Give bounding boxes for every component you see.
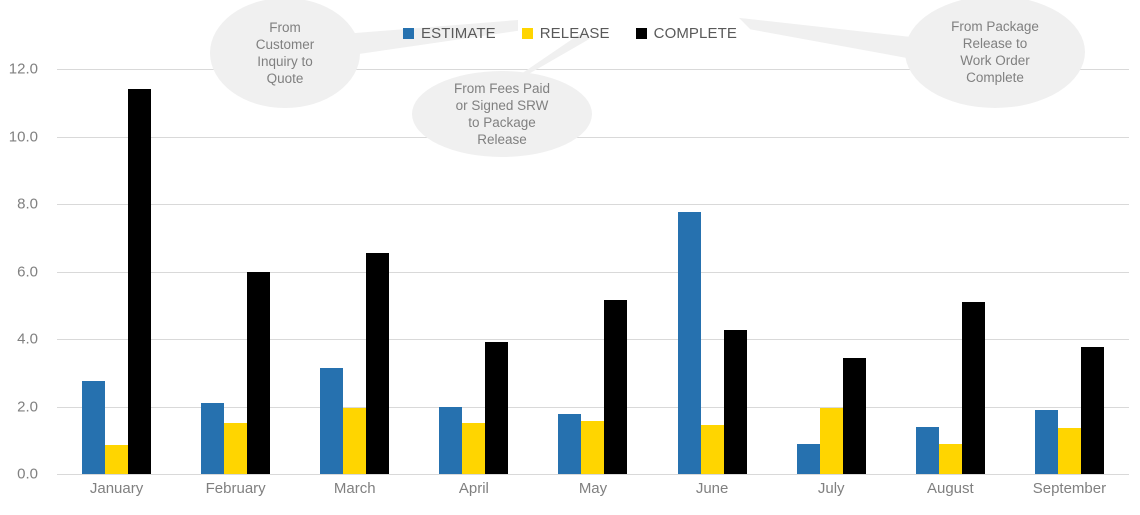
y-axis-label: 2.0 [17,398,38,415]
legend-swatch-release [521,28,533,39]
bar-release[interactable] [819,408,843,474]
legend-label-complete: COMPLETE [653,25,737,42]
bar-group: February [176,69,295,497]
gridline [57,271,1129,273]
bar-group: September [1010,69,1129,497]
gridline [57,204,1129,205]
gridline [57,339,1129,340]
x-axis-label: June [695,480,729,497]
bar-group: August [891,69,1010,497]
bar-estimate[interactable] [677,212,701,474]
legend-label-release: RELEASE [539,25,610,42]
bar-estimate[interactable] [915,426,939,474]
bar-group: July [772,69,891,497]
callout-estimate-text: From Customer Inquiry to Quote [255,20,315,86]
gridline [57,136,1129,138]
bar-release[interactable] [700,425,724,474]
legend-label-estimate: ESTIMATE [421,25,496,42]
chart-legend: ESTIMATE RELEASE COMPLETE [0,25,1140,42]
y-axis-label: 0.0 [17,465,38,483]
legend-item-release[interactable]: RELEASE [521,25,610,42]
y-axis-label: 4.0 [17,330,38,348]
gridline [57,406,1129,408]
callout-estimate-bubble: From Customer Inquiry to Quote [210,0,360,108]
bar-complete[interactable] [485,341,509,474]
legend-swatch-estimate [403,28,415,39]
bar-complete[interactable] [961,301,985,474]
bar-estimate[interactable] [82,381,106,474]
x-axis-label: April [458,480,489,497]
callout-estimate: From Customer Inquiry to Quote [210,0,530,113]
bar-estimate[interactable] [320,367,344,474]
x-axis-label: September [1032,480,1107,497]
bar-complete[interactable] [247,271,271,474]
bar-group: April [414,69,533,497]
legend-item-estimate[interactable]: ESTIMATE [403,25,496,42]
bar-release[interactable] [581,420,605,474]
x-axis-label: January [89,480,144,497]
legend-swatch-complete [635,28,647,39]
bar-complete[interactable] [366,252,390,474]
gridline [57,474,1129,475]
bar-release[interactable] [1057,428,1081,474]
callout-release-text: From Fees Paid or Signed SRW to Package … [453,81,551,147]
bar-release[interactable] [343,408,367,474]
bar-complete[interactable] [604,300,628,474]
callout-release: From Fees Paid or Signed SRW to Package … [412,20,652,157]
bar-estimate[interactable] [796,443,820,474]
bar-complete[interactable] [842,357,866,474]
gridline [57,69,1129,70]
bar-release[interactable] [938,443,962,474]
callout-complete-text: From Package Release to Work Order Compl… [951,19,1039,85]
x-axis-label: March [333,480,376,497]
y-axis-label: 10.0 [8,128,38,145]
y-axis-label: 6.0 [17,263,38,280]
bar-group: May [533,69,652,497]
callout-complete-bubble: From Package Release to Work Order Compl… [905,0,1085,108]
bar-complete[interactable] [128,89,152,474]
bar-release[interactable] [105,445,129,474]
bar-group: January [57,69,176,497]
bar-estimate[interactable] [201,403,225,474]
bar-estimate[interactable] [1034,409,1058,474]
x-axis-label: August [926,480,974,497]
bar-complete[interactable] [1080,347,1104,474]
plot-area: 0.0 2.0 4.0 6.0 8.0 10.0 12.0 January February M… [9,61,1129,497]
callout-complete: From Package Release to Work Order Compl… [735,0,1095,112]
y-axis-label: 8.0 [17,195,38,213]
x-axis-label: May [578,480,608,497]
bar-group: June [653,69,772,497]
bar-estimate[interactable] [439,406,463,474]
x-axis-label: February [205,480,266,497]
callout-release-bubble: From Fees Paid or Signed SRW to Package … [412,71,592,157]
legend-item-complete[interactable]: COMPLETE [635,25,737,42]
bar-complete[interactable] [723,329,747,474]
y-axis-label: 12.0 [8,60,38,78]
bar-groups: January February March April May June July Augu… [57,69,1129,497]
bar-group: March [295,69,414,497]
bar-release[interactable] [462,423,486,474]
bar-release[interactable] [224,422,248,474]
bar-estimate[interactable] [558,413,582,474]
x-axis-label: July [817,480,845,497]
